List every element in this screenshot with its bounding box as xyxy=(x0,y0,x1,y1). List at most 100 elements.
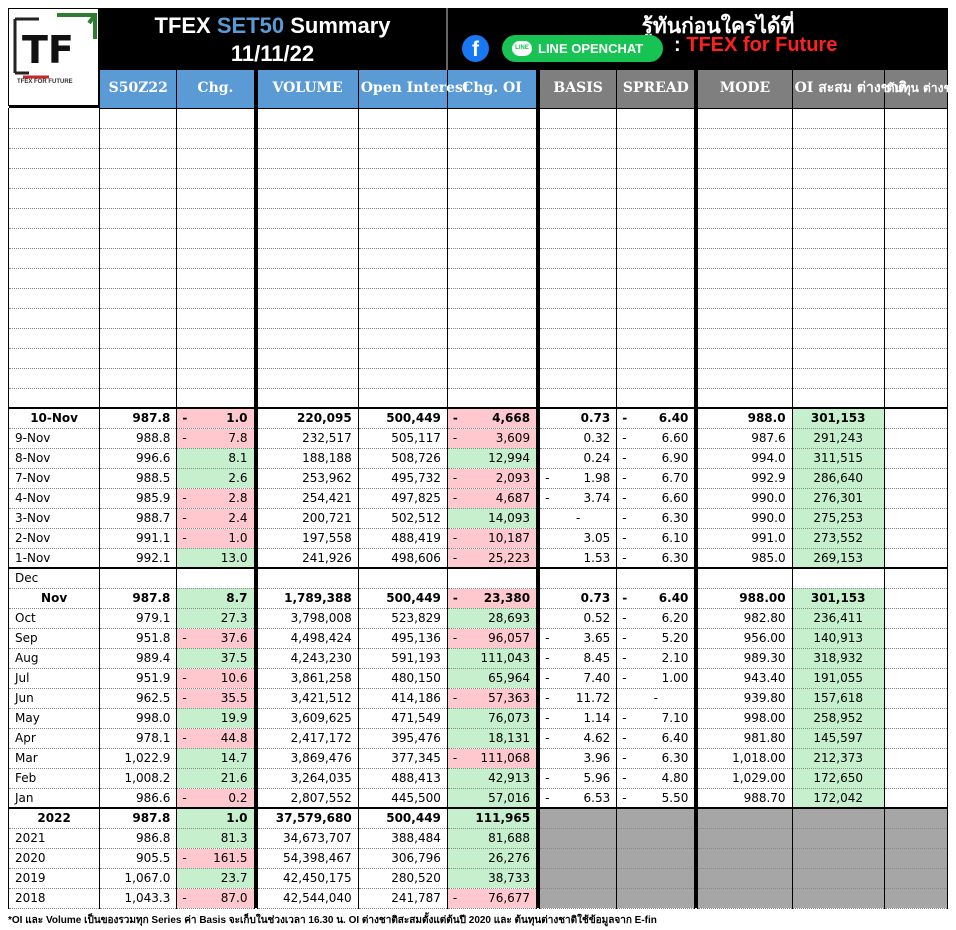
empty-cell xyxy=(357,128,448,149)
empty-cell xyxy=(256,128,359,149)
foreign-cost-cell xyxy=(883,428,949,449)
open-interest-cell: 414,186 xyxy=(357,688,448,709)
empty-cell xyxy=(446,288,538,309)
date-cell: 7-Nov xyxy=(7,468,101,489)
empty-cell xyxy=(176,348,255,369)
change-cell: 161.5 xyxy=(176,848,255,869)
empty-cell xyxy=(616,108,696,129)
empty-cell xyxy=(99,348,178,369)
col-gap xyxy=(536,848,540,868)
empty-cell xyxy=(883,208,949,229)
mode-cell: 943.40 xyxy=(697,668,793,689)
line-openchat-button[interactable]: LINE LINE OPENCHAT xyxy=(502,35,663,62)
col-basis: BASIS xyxy=(539,70,618,109)
col-gap xyxy=(536,748,540,768)
basis-cell: 6.53 xyxy=(539,788,618,809)
col-gap xyxy=(536,70,540,108)
open-interest-cell: 480,150 xyxy=(357,668,448,689)
volume-cell: 37,579,680 xyxy=(256,807,359,829)
change-oi-cell: 96,057 xyxy=(446,628,538,649)
daily-row: 4-Nov985.92.8254,421497,8254,6873.746.60… xyxy=(7,488,949,509)
empty-cell xyxy=(256,208,359,229)
col-gap xyxy=(694,768,698,788)
basis-cell: 1.98 xyxy=(539,468,618,489)
spread-cell: 6.30 xyxy=(616,508,696,529)
monthly-row: Oct979.127.33,798,008523,82928,6930.526.… xyxy=(7,608,949,629)
empty-cell xyxy=(883,308,949,329)
col-gap xyxy=(536,728,540,748)
price-cell: 1,043.3 xyxy=(99,888,178,909)
empty-cell xyxy=(539,148,618,169)
footnote: *OI และ Volume เป็นของรวมทุก Series ค่า … xyxy=(8,915,657,926)
empty-cell xyxy=(539,108,618,129)
spread-cell: 4.80 xyxy=(616,768,696,789)
empty-cell xyxy=(357,268,448,289)
daily-row: 9-Nov988.87.8232,517505,1173,6090.326.60… xyxy=(7,428,949,449)
date-cell: 4-Nov xyxy=(7,488,101,509)
logo-mark: TF xyxy=(22,28,74,72)
empty-cell xyxy=(99,188,178,209)
date-cell: 2019 xyxy=(7,868,101,889)
col-gap xyxy=(694,168,698,188)
change-oi-cell: 76,677 xyxy=(446,888,538,909)
empty-row xyxy=(7,368,949,389)
empty-row xyxy=(7,288,949,309)
empty-cell xyxy=(176,268,255,289)
spread-cell: 6.90 xyxy=(616,448,696,469)
empty-cell xyxy=(99,328,178,349)
mode-cell: 990.0 xyxy=(697,488,793,509)
empty-cell xyxy=(791,348,885,369)
empty-cell xyxy=(256,108,359,129)
price-cell: 1,067.0 xyxy=(99,868,178,889)
col-gap xyxy=(254,248,257,268)
empty-cell xyxy=(616,168,696,189)
empty-cell xyxy=(791,248,885,269)
spread-cell: 6.60 xyxy=(616,428,696,449)
spread-cell: 6.60 xyxy=(616,488,696,509)
date-cell: 8-Nov xyxy=(7,448,101,469)
col-gap xyxy=(694,148,698,168)
empty-cell xyxy=(256,248,359,269)
promo-panel: รู้ทันก่อนใครได้ที่ f LINE LINE OPENCHAT… xyxy=(446,8,948,70)
change-cell: 87.0 xyxy=(176,888,255,909)
foreign-oi-cell xyxy=(791,807,885,829)
col-gap xyxy=(536,628,540,648)
empty-row xyxy=(7,328,949,349)
spread-cell: 2.10 xyxy=(616,648,696,669)
col-gap xyxy=(254,728,257,748)
monthly-row: Feb1,008.221.63,264,035488,41342,9135.96… xyxy=(7,768,949,789)
col-gap xyxy=(254,268,257,288)
price-cell: 1,022.9 xyxy=(99,748,178,769)
change-cell: 2.4 xyxy=(176,508,255,529)
empty-cell xyxy=(539,328,618,349)
foreign-cost-cell xyxy=(883,508,949,529)
foreign-cost-cell xyxy=(883,548,949,569)
change-oi-cell: 38,733 xyxy=(446,868,538,889)
col-gap xyxy=(254,848,257,868)
empty-cell xyxy=(357,308,448,329)
empty-cell xyxy=(697,288,793,309)
empty-cell xyxy=(446,148,538,169)
price-cell: 998.0 xyxy=(99,708,178,729)
empty-cell xyxy=(883,388,949,409)
facebook-icon[interactable]: f xyxy=(462,35,489,62)
open-interest-cell: 497,825 xyxy=(357,488,448,509)
monthly-row: Aug989.437.54,243,230591,193111,0438.452… xyxy=(7,648,949,669)
open-interest-cell: 505,117 xyxy=(357,428,448,449)
change-cell: 81.3 xyxy=(176,828,255,849)
change-cell: 1.0 xyxy=(176,528,255,549)
empty-cell xyxy=(791,268,885,289)
empty-cell xyxy=(176,368,255,389)
foreign-oi-cell: 191,055 xyxy=(791,668,885,689)
empty-cell xyxy=(256,368,359,389)
col-gap xyxy=(254,368,257,388)
basis-cell: 3.65 xyxy=(539,628,618,649)
empty-cell xyxy=(446,348,538,369)
foreign-oi-cell: 172,042 xyxy=(791,788,885,809)
col-spread: SPREAD xyxy=(616,70,696,109)
open-interest-cell: 591,193 xyxy=(357,648,448,669)
open-interest-cell: 500,449 xyxy=(357,588,448,609)
basis-cell: 0.32 xyxy=(539,428,618,449)
volume-cell: 197,558 xyxy=(256,528,359,549)
